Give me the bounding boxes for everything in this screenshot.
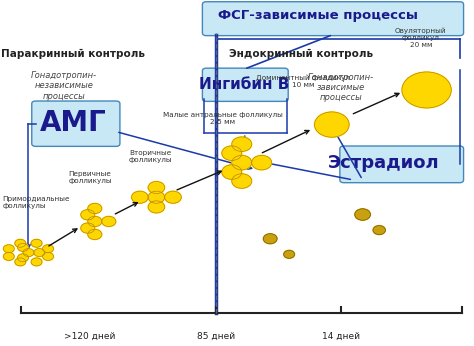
Circle shape (18, 254, 28, 262)
FancyBboxPatch shape (32, 101, 120, 146)
Circle shape (283, 251, 294, 258)
FancyBboxPatch shape (202, 68, 288, 101)
FancyBboxPatch shape (202, 2, 464, 36)
Circle shape (15, 239, 26, 247)
Text: Эндокринный контроль: Эндокринный контроль (229, 48, 373, 59)
Text: Паракринный контроль: Паракринный контроль (1, 48, 146, 59)
Text: >120 дней: >120 дней (64, 331, 116, 340)
Circle shape (263, 234, 277, 244)
Text: 14 дней: 14 дней (322, 331, 360, 340)
Text: Малые антральные фолликулы
2-5 мм: Малые антральные фолликулы 2-5 мм (163, 112, 283, 125)
Circle shape (232, 174, 252, 188)
Text: Ингибин В: Ингибин В (199, 77, 289, 92)
Circle shape (148, 181, 165, 194)
Circle shape (43, 253, 54, 261)
Circle shape (31, 258, 42, 266)
Circle shape (43, 245, 54, 253)
Text: Овуляторный
фолликул
20 мм: Овуляторный фолликул 20 мм (395, 27, 447, 48)
Text: АМГ: АМГ (40, 109, 107, 137)
Circle shape (88, 216, 102, 227)
Circle shape (132, 191, 148, 203)
Circle shape (222, 165, 242, 179)
Circle shape (232, 155, 252, 170)
Circle shape (88, 203, 102, 213)
Circle shape (314, 112, 349, 137)
Circle shape (355, 209, 371, 220)
Circle shape (373, 226, 385, 235)
Text: ФСГ-зависимые процессы: ФСГ-зависимые процессы (218, 9, 418, 22)
Circle shape (222, 146, 242, 161)
Text: Эстрадиол: Эстрадиол (328, 154, 440, 172)
Circle shape (148, 201, 165, 213)
Circle shape (88, 229, 102, 239)
Circle shape (81, 210, 95, 220)
Text: Гонадотропин-
независимые
процессы: Гонадотропин- независимые процессы (31, 71, 97, 101)
Circle shape (3, 245, 14, 253)
Circle shape (31, 239, 42, 247)
Circle shape (402, 72, 451, 108)
Circle shape (252, 155, 272, 170)
Text: Первичные
фолликулы: Первичные фолликулы (68, 171, 112, 184)
Circle shape (102, 216, 116, 227)
Text: 85 дней: 85 дней (197, 331, 235, 340)
Text: Гонадотропин-
зависимые
процессы: Гонадотропин- зависимые процессы (308, 73, 374, 102)
Circle shape (15, 258, 26, 266)
Circle shape (23, 248, 34, 257)
Circle shape (3, 253, 14, 261)
Circle shape (34, 248, 45, 257)
Circle shape (232, 137, 252, 152)
Circle shape (18, 244, 28, 252)
Circle shape (81, 223, 95, 233)
Text: Примордиальные
фолликулы: Примордиальные фолликулы (2, 196, 70, 209)
FancyBboxPatch shape (340, 146, 464, 183)
Circle shape (165, 191, 181, 203)
Text: Доминантный фолликул
10 мм: Доминантный фолликул 10 мм (256, 74, 350, 88)
Circle shape (148, 191, 165, 203)
Text: Вторичные
фолликулы: Вторичные фолликулы (129, 150, 173, 163)
